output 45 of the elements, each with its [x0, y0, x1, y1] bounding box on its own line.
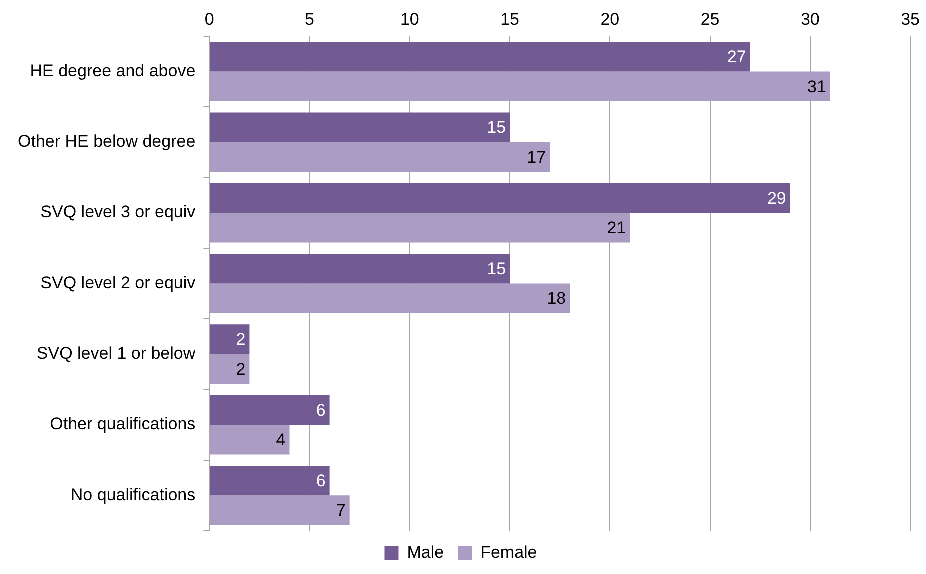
x-tick-label: 20: [600, 10, 620, 29]
data-label: 2: [236, 330, 246, 350]
x-tick-label: 0: [204, 10, 214, 29]
data-label: 2: [236, 360, 246, 379]
legend-label: Female: [480, 543, 538, 562]
data-label: 31: [808, 77, 826, 96]
bar: [210, 395, 330, 426]
legend-label: Male: [407, 543, 444, 562]
y-tick-label: SVQ level 3 or equiv: [40, 202, 196, 222]
y-tick-label: SVQ level 1 or below: [36, 344, 196, 364]
y-tick-label: Other qualifications: [50, 414, 196, 434]
bar: [210, 425, 290, 455]
bar: [210, 496, 350, 526]
bar: [210, 466, 330, 496]
bar: [210, 213, 630, 243]
data-label: 15: [487, 260, 506, 279]
x-tick-label: 15: [500, 10, 520, 29]
data-label: 15: [487, 118, 506, 138]
bar: [210, 354, 250, 384]
data-label: 27: [727, 48, 746, 67]
bar: [210, 72, 830, 102]
x-tick-label: 10: [400, 10, 420, 29]
bar: [210, 284, 570, 314]
x-tick-label: 5: [305, 10, 315, 29]
y-tick-label: Other HE below degree: [18, 132, 196, 152]
data-label: 29: [767, 188, 786, 208]
bar: [210, 42, 750, 72]
data-label: 4: [276, 430, 286, 450]
data-label: 21: [607, 218, 626, 238]
x-tick-label: 30: [800, 10, 820, 29]
bar: [210, 183, 790, 214]
y-tick-label: HE degree and above: [30, 61, 196, 80]
bar: [210, 324, 250, 354]
x-tick-label: 35: [901, 10, 920, 29]
data-label: 18: [547, 289, 566, 308]
x-tick-label: 25: [700, 10, 720, 29]
y-tick-label: SVQ level 2 or equiv: [40, 273, 196, 292]
data-label: 17: [527, 148, 546, 167]
data-label: 6: [316, 400, 326, 420]
data-label: 6: [316, 472, 326, 491]
bar: [210, 254, 510, 284]
data-label: 7: [336, 501, 346, 520]
bar: [210, 142, 550, 172]
bar: [210, 112, 510, 142]
y-tick-label: No qualifications: [70, 485, 196, 504]
